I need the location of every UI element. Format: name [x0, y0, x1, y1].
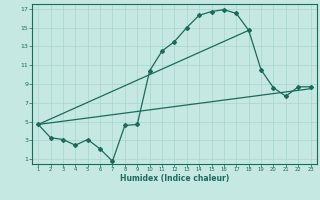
X-axis label: Humidex (Indice chaleur): Humidex (Indice chaleur) [120, 174, 229, 183]
